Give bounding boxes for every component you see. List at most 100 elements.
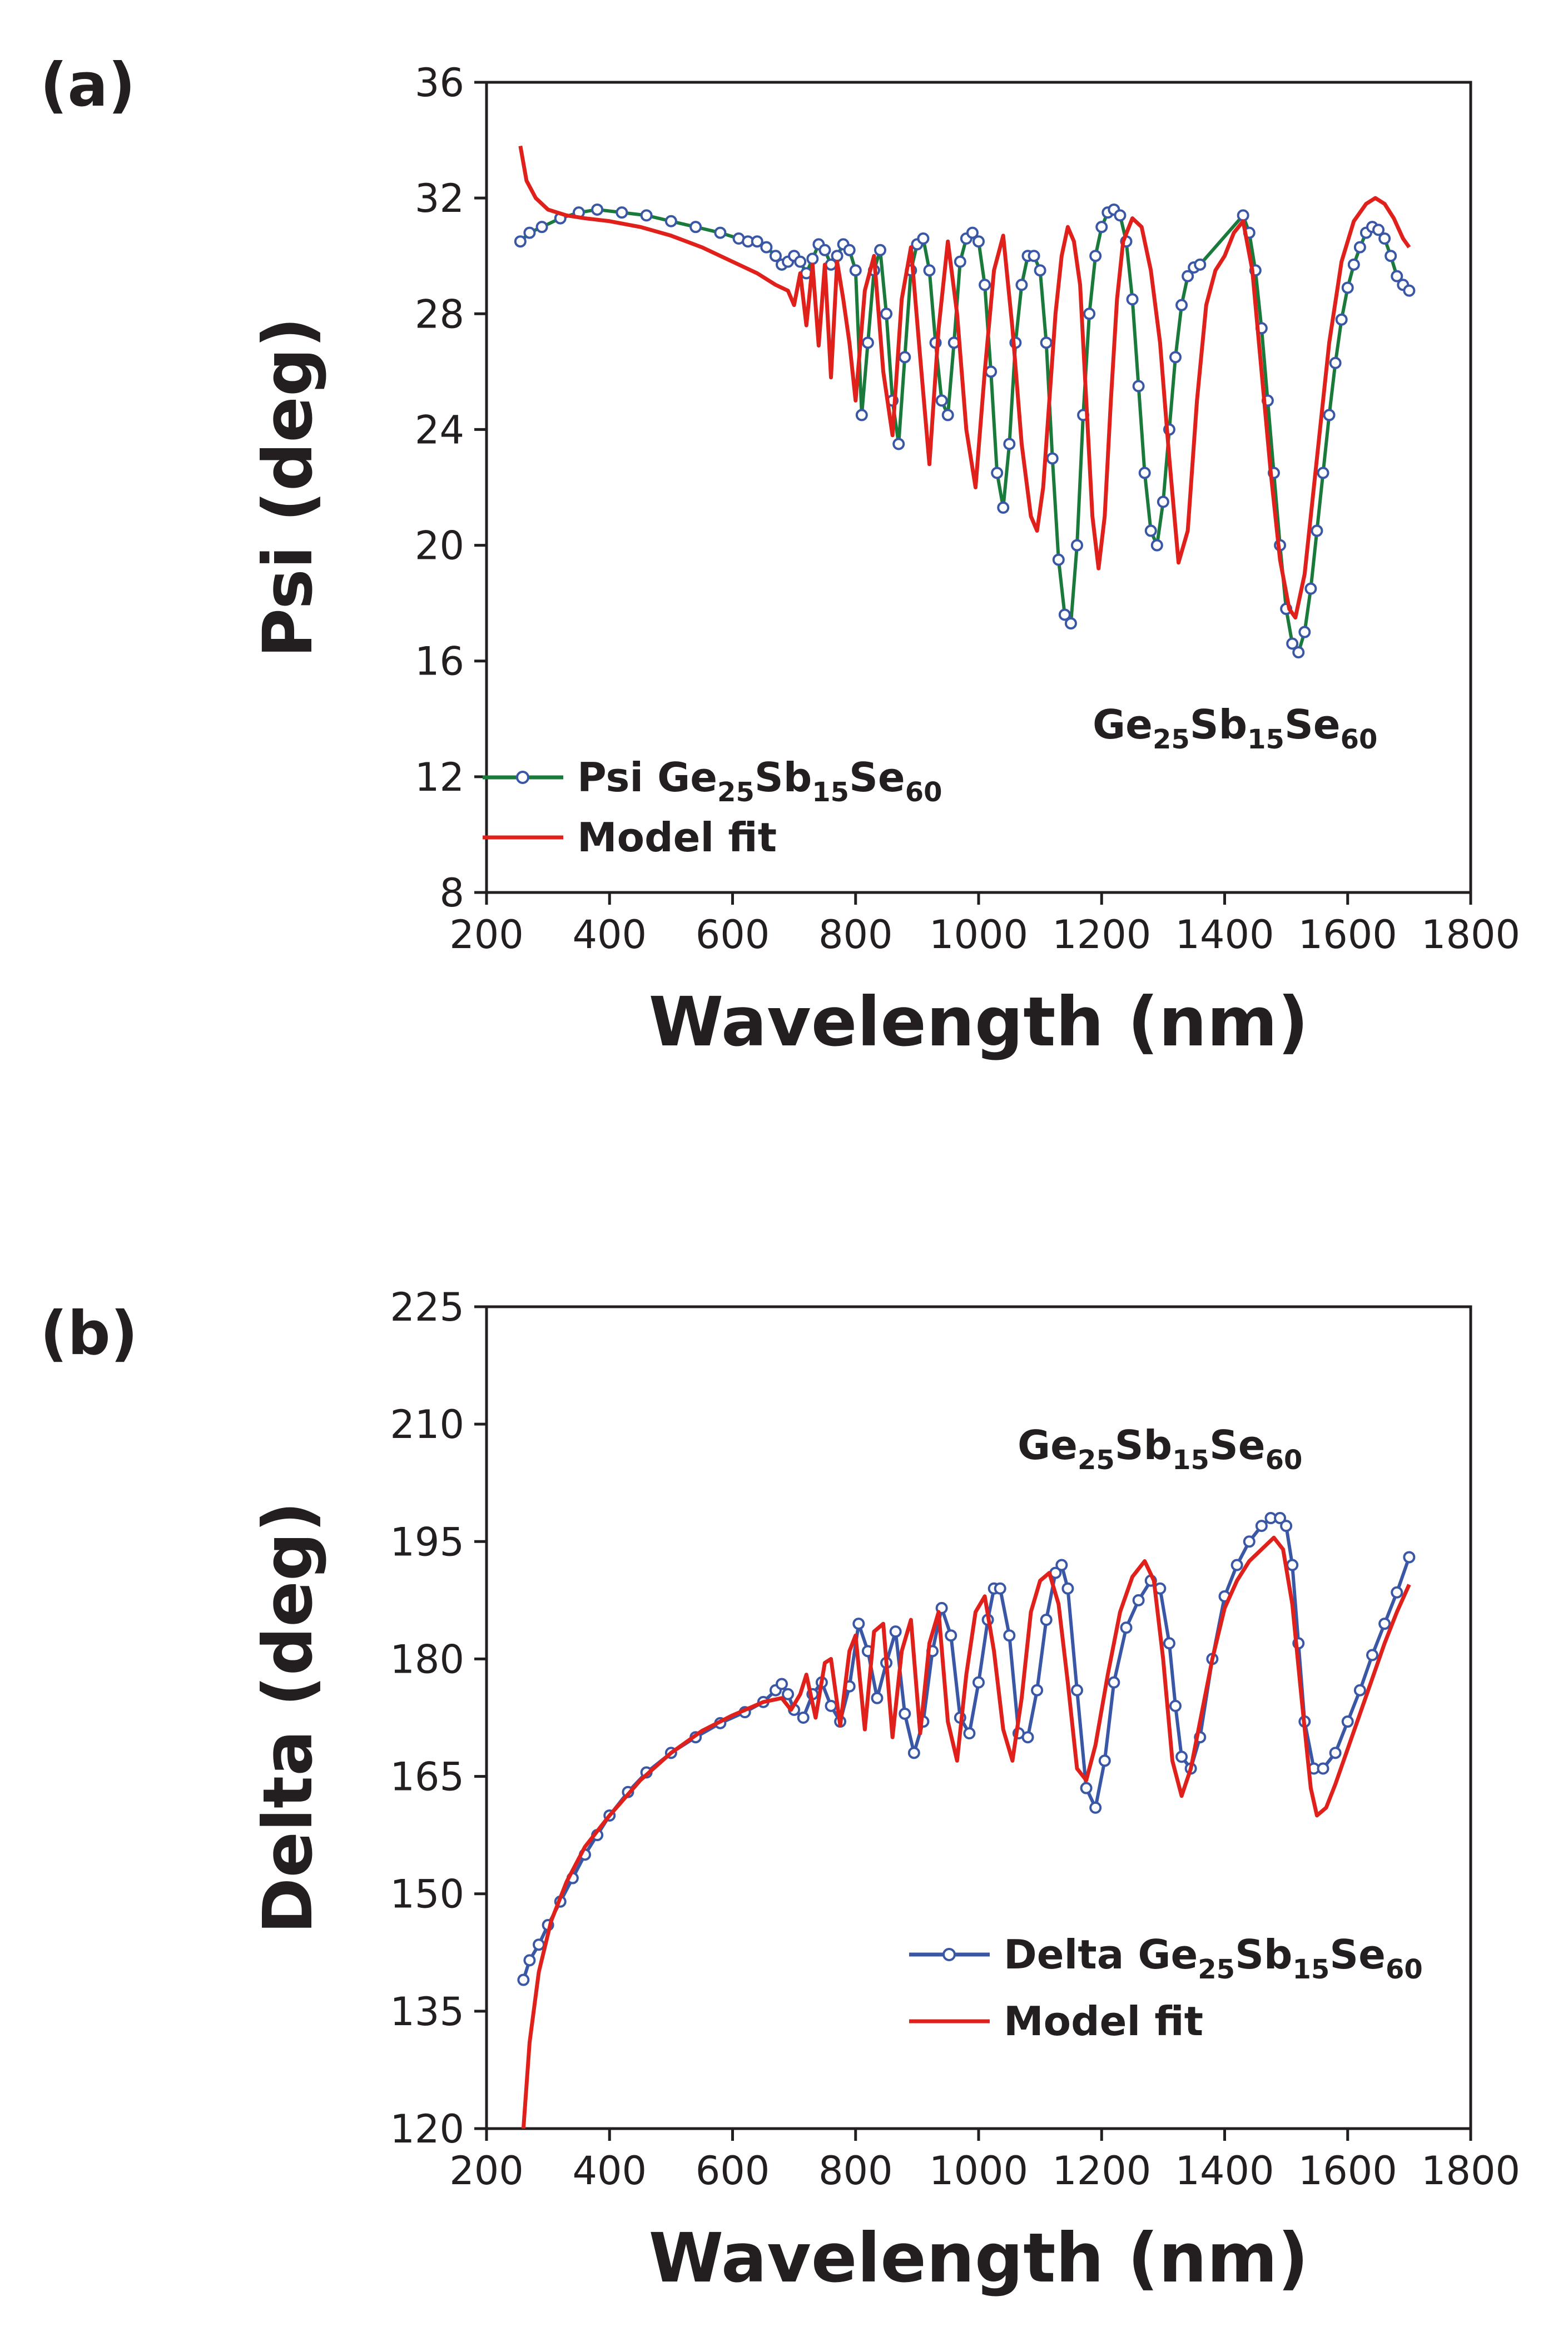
panel-b-measured-point bbox=[972, 1676, 985, 1689]
panel-b-measured-point bbox=[963, 1727, 976, 1740]
panel-b-measured-point bbox=[1274, 1512, 1287, 1525]
panel-b-measured-point bbox=[1080, 1782, 1093, 1794]
panel-a-measured-point bbox=[923, 264, 936, 277]
panel-a-measured-point bbox=[1194, 258, 1207, 271]
panel-b-measured-point bbox=[825, 1699, 837, 1712]
panel-a-measured-point bbox=[1071, 539, 1083, 552]
panel-b-legend-marker-0 bbox=[942, 1948, 956, 1961]
panel-a-measured-point bbox=[1292, 646, 1305, 659]
panel-a-measured-point bbox=[640, 209, 653, 222]
panel-a-measured-point bbox=[1028, 250, 1040, 262]
panel-b-chart: 200 400 600 800 1000 1200 1400 1600 1800 120 135 15… bbox=[249, 1284, 1520, 2298]
panel-a-measured-point bbox=[991, 467, 1004, 479]
panel-a-measured-point bbox=[1083, 308, 1096, 320]
panel-b-x-tick-label: 1600 bbox=[1298, 2148, 1397, 2194]
panel-a-legend-label-1: Model fit bbox=[577, 814, 777, 861]
panel-a-measured-point bbox=[997, 501, 1010, 514]
panel-a-y-tick-label: 20 bbox=[415, 523, 464, 569]
panel-a-measured-point bbox=[1182, 270, 1194, 282]
panel-a-measured-point bbox=[954, 255, 966, 268]
panel-a-measured-point bbox=[966, 226, 979, 239]
panel-b-measured-point bbox=[517, 1973, 530, 1986]
panel-b-measured-point bbox=[776, 1678, 788, 1690]
panel-a-measured-point bbox=[1095, 221, 1108, 234]
panel-a-measured-point bbox=[972, 235, 985, 248]
panel-a-measured-point bbox=[880, 308, 893, 320]
panel-a-label: (a) bbox=[40, 51, 136, 120]
panel-a-measured-point bbox=[1089, 250, 1102, 262]
panel-a-measured-point bbox=[689, 221, 702, 234]
panel-a-composition-label: Ge25Sb15Se60 bbox=[1093, 701, 1377, 755]
panel-a-measured-point bbox=[1015, 279, 1028, 291]
panel-a-measured-point bbox=[1372, 224, 1385, 236]
panel-a-measured-point bbox=[1034, 264, 1046, 277]
panel-b-measured-point bbox=[1175, 1750, 1188, 1763]
panel-b-measured-point bbox=[1040, 1614, 1053, 1626]
panel-a-measured-point bbox=[714, 226, 727, 239]
panel-a-measured-point bbox=[1298, 626, 1311, 638]
panel-a-measured-point bbox=[591, 203, 604, 216]
panel-b-legend-label-1: Model fit bbox=[1004, 1998, 1203, 2045]
panel-a-measured-point bbox=[1341, 281, 1354, 294]
panel-b-model-fit-line bbox=[521, 1535, 1411, 2129]
panel-a-measured-point bbox=[1311, 524, 1323, 537]
panel-b-x-tick-label: 1200 bbox=[1052, 2148, 1151, 2194]
panel-a-measured-point bbox=[1052, 553, 1065, 566]
panel-a-measured-point bbox=[855, 409, 868, 421]
panel-b-measured-point bbox=[1055, 1559, 1068, 1571]
panel-b-legend-label-0: Delta Ge25Sb15Se60 bbox=[1004, 1931, 1423, 1985]
panel-b-measured-point bbox=[1280, 1520, 1293, 1532]
panel-b-x-tick-label: 600 bbox=[696, 2148, 770, 2194]
panel-b-composition-label: Ge25Sb15Se60 bbox=[1018, 1422, 1302, 1476]
panel-a-measured-point bbox=[1286, 637, 1299, 650]
panel-a-y-tick-label: 32 bbox=[415, 176, 464, 221]
panel-a-x-tick-label: 1000 bbox=[929, 912, 1028, 958]
panel-b-y-tick-label: 165 bbox=[390, 1754, 464, 1800]
panel-b-measured-point bbox=[782, 1688, 795, 1700]
panel-a-legend-label-0: Psi Ge25Sb15Se60 bbox=[577, 754, 942, 808]
panel-a-measured-point bbox=[985, 365, 998, 378]
panel-a-y-tick-label: 16 bbox=[415, 639, 464, 685]
panel-b-x-tick-label: 1800 bbox=[1421, 2148, 1520, 2194]
panel-b-measured-point bbox=[1286, 1559, 1299, 1571]
panel-a-measured-point bbox=[917, 232, 930, 245]
panel-b-plot-frame bbox=[485, 1305, 1472, 2130]
panel-a-y-axis-title: Psi (deg) bbox=[249, 317, 328, 658]
panel-a-measured-point bbox=[1040, 336, 1053, 349]
panel-a-measured-point bbox=[514, 235, 527, 248]
panel-b-measured-point bbox=[1071, 1684, 1083, 1697]
panel-a-legend-marker-0 bbox=[516, 771, 529, 784]
panel-a-measured-point bbox=[1064, 617, 1077, 630]
panel-a-measured-point bbox=[751, 235, 763, 248]
panel-a-x-tick-label: 600 bbox=[696, 912, 770, 958]
panel-b-measured-line bbox=[522, 1516, 1411, 1981]
panel-a-x-tick-label: 1200 bbox=[1052, 912, 1151, 958]
panel-a-measured-point bbox=[935, 394, 948, 407]
panel-b-measured-point bbox=[852, 1618, 865, 1630]
panel-a-measured-point bbox=[523, 226, 536, 239]
panel-a-measured-point bbox=[1317, 467, 1329, 479]
panel-b-measured-point bbox=[1169, 1699, 1182, 1712]
panel-a-measured-point bbox=[1385, 250, 1397, 262]
panel-a-measured-point bbox=[1237, 209, 1249, 222]
panel-b-measured-point bbox=[1108, 1676, 1120, 1689]
panel-b-measured-point bbox=[1341, 1715, 1354, 1728]
panel-a-measured-point bbox=[1058, 608, 1071, 621]
panel-a-measured-point bbox=[1403, 284, 1416, 297]
panel-a-x-tick-label: 200 bbox=[449, 912, 524, 958]
panel-b-measured-point bbox=[1120, 1621, 1133, 1634]
panel-a-measured-point bbox=[941, 409, 954, 421]
panel-b-measured-point bbox=[1243, 1535, 1256, 1548]
panel-b-measured-point bbox=[899, 1707, 911, 1720]
panel-b-measured-point bbox=[1021, 1731, 1034, 1744]
panel-a-measured-point bbox=[899, 351, 911, 364]
panel-b-data bbox=[517, 1512, 1416, 2129]
panel-b-measured-point bbox=[1230, 1559, 1243, 1571]
panel-a-measured-point bbox=[760, 241, 773, 254]
panel-b-measured-point bbox=[797, 1712, 810, 1724]
panel-a-measured-point bbox=[831, 250, 843, 262]
panel-a-x-tick-label: 1600 bbox=[1298, 912, 1397, 958]
panel-a-data bbox=[514, 145, 1416, 659]
panel-a-measured-point bbox=[1046, 452, 1059, 465]
panel-b-x-tick-label: 800 bbox=[818, 2148, 893, 2194]
